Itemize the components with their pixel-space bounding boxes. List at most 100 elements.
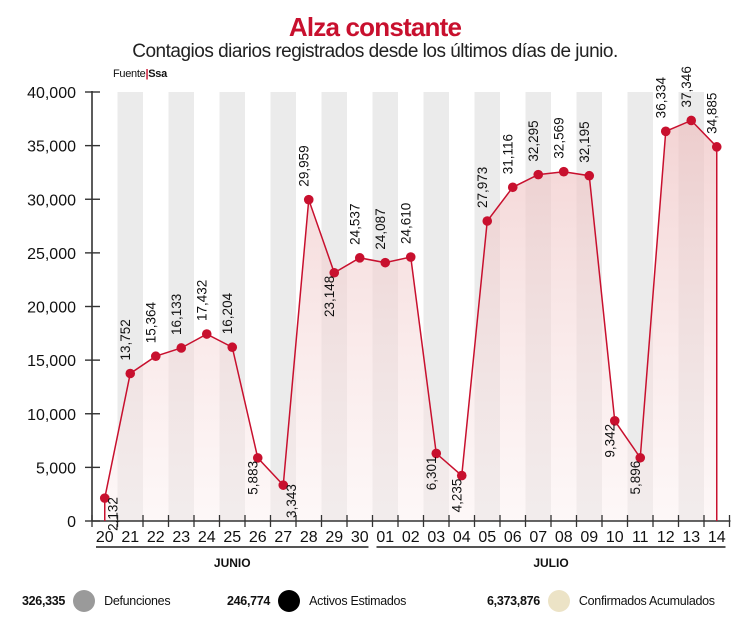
data-label: 9,342 <box>603 424 618 458</box>
x-tick-label: 09 <box>580 529 598 546</box>
activos-value: 246,774 <box>227 594 271 608</box>
data-label: 32,195 <box>577 121 592 162</box>
data-point <box>125 368 136 379</box>
data-labels: 2,132 13,752 15,364 16,133 17,432 16,204 5,883… <box>106 66 720 531</box>
data-label: 6,301 <box>424 456 439 490</box>
data-label: 4,235 <box>450 479 465 513</box>
confirmados-circle-icon <box>547 590 570 612</box>
area-shape <box>104 120 717 522</box>
x-tick-label: 06 <box>504 529 522 546</box>
y-tick-label: 30,000 <box>27 192 76 209</box>
legend-confirmados: 6,373,876 Confirmados Acumulados <box>487 590 715 612</box>
data-label: 16,204 <box>220 292 235 334</box>
x-tick-label: 13 <box>682 529 700 546</box>
defunciones-value: 326,335 <box>22 594 66 608</box>
month-label: JUNIO <box>214 556 251 570</box>
x-tick-label: 07 <box>529 529 547 546</box>
data-label: 2,132 <box>106 497 121 531</box>
data-points <box>99 115 722 503</box>
x-tick-label: 27 <box>274 529 292 546</box>
data-point <box>227 342 238 353</box>
data-point <box>252 453 263 463</box>
x-tick-label: 04 <box>453 529 471 546</box>
data-point <box>711 142 722 152</box>
x-tick-label: 24 <box>198 529 216 546</box>
x-tick-label: 08 <box>555 529 573 546</box>
defunciones-circle-icon <box>73 590 96 612</box>
activos-circle-icon <box>278 590 301 612</box>
y-tick-label: 15,000 <box>27 353 76 370</box>
x-tick-label: 28 <box>300 529 318 546</box>
y-tick-label: 5,000 <box>36 460 76 477</box>
data-label: 15,364 <box>144 301 159 343</box>
data-point <box>329 267 340 278</box>
y-tick-label: 20,000 <box>27 300 76 317</box>
data-point <box>686 115 697 126</box>
data-label: 34,885 <box>705 93 720 134</box>
x-tick-label: 25 <box>223 529 241 546</box>
data-point <box>584 170 595 181</box>
data-point <box>99 493 110 503</box>
data-point <box>201 329 212 339</box>
month-label: JULIO <box>533 556 568 570</box>
data-label: 29,959 <box>297 145 312 186</box>
chart-title: Alza constante <box>288 12 462 42</box>
data-label: 32,295 <box>526 120 541 161</box>
data-label: 13,752 <box>118 319 133 360</box>
y-tick-label: 25,000 <box>27 246 76 263</box>
data-point <box>278 480 289 490</box>
data-label: 37,346 <box>679 66 694 107</box>
x-tick-label: 21 <box>121 529 139 546</box>
x-tick-label: 23 <box>172 529 190 546</box>
data-point <box>303 194 314 205</box>
area-fill <box>104 120 717 522</box>
data-point <box>150 351 161 362</box>
data-label: 27,973 <box>475 167 490 208</box>
y-tick-label: 10,000 <box>27 407 76 424</box>
data-label: 5,883 <box>246 461 261 495</box>
data-point <box>660 126 671 137</box>
x-tick-label: 10 <box>606 529 624 546</box>
source-note: Fuente|Ssa <box>113 68 167 80</box>
x-tick-label: 03 <box>427 529 445 546</box>
y-tick-label: 40,000 <box>27 85 76 102</box>
x-tick-label: 02 <box>402 529 420 546</box>
confirmados-value: 6,373,876 <box>487 594 540 608</box>
x-tick-label: 05 <box>478 529 496 546</box>
y-tick-label: 35,000 <box>27 139 76 156</box>
data-point <box>635 452 646 463</box>
data-point <box>609 416 620 426</box>
data-point <box>176 343 187 353</box>
data-label: 32,569 <box>552 117 567 158</box>
y-tick-label: 0 <box>67 514 76 531</box>
data-label: 17,432 <box>195 280 210 321</box>
legend-activos: 246,774 Activos Estimados <box>227 590 406 612</box>
data-point <box>354 253 365 263</box>
data-point <box>482 216 493 226</box>
x-tick-label: 11 <box>632 529 649 546</box>
data-label: 24,610 <box>399 203 414 244</box>
data-label: 16,133 <box>169 294 184 335</box>
x-tick-label: 29 <box>325 529 343 546</box>
defunciones-label: Defunciones <box>104 594 171 608</box>
data-point <box>456 470 467 481</box>
source-label: Fuente <box>113 68 146 80</box>
x-tick-label: 20 <box>96 529 114 546</box>
x-tick-label: 22 <box>147 529 165 546</box>
x-tick-label: 12 <box>657 529 675 546</box>
legend-defunciones: 326,335 Defunciones <box>22 590 171 612</box>
axes: 0 5,000 10,000 15,000 20,000 25,000 30,000 35,0… <box>27 85 731 570</box>
data-point <box>431 448 442 459</box>
data-label: 31,116 <box>501 134 516 174</box>
x-tick-label: 14 <box>708 529 726 546</box>
chart-subtitle: Contagios diarios registrados desde los … <box>132 41 618 62</box>
confirmados-label: Confirmados Acumulados <box>578 594 715 608</box>
data-point <box>405 252 416 262</box>
activos-label: Activos Estimados <box>309 594 407 608</box>
data-label: 23,148 <box>322 276 337 317</box>
x-tick-label: 01 <box>376 529 394 546</box>
data-point <box>558 166 569 177</box>
x-tick-label: 30 <box>351 529 369 546</box>
data-label: 36,334 <box>654 77 669 119</box>
